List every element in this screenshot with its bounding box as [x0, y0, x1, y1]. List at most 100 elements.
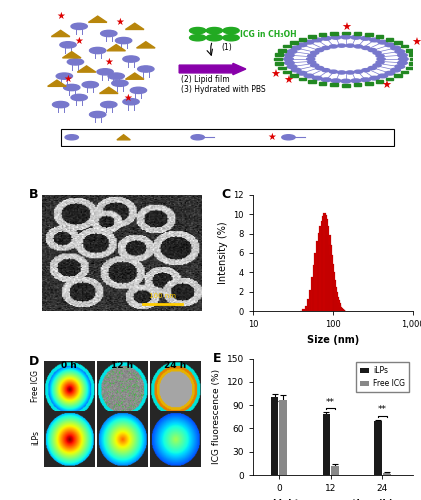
Circle shape	[315, 48, 324, 51]
Bar	[308, 35, 316, 38]
Bar	[409, 62, 416, 65]
Bar	[323, 213, 326, 311]
Circle shape	[64, 84, 80, 90]
Text: C: C	[221, 188, 230, 201]
Circle shape	[101, 102, 117, 107]
Circle shape	[373, 64, 381, 67]
Circle shape	[376, 54, 384, 58]
Polygon shape	[51, 30, 70, 36]
Bar	[283, 70, 291, 74]
Bar	[316, 242, 318, 311]
Circle shape	[97, 68, 113, 75]
Text: B: B	[29, 188, 39, 201]
Circle shape	[322, 78, 331, 82]
Circle shape	[206, 34, 223, 41]
Bar	[406, 66, 413, 70]
Bar	[290, 41, 298, 43]
X-axis label: Size (nm): Size (nm)	[306, 334, 359, 344]
Circle shape	[308, 54, 316, 58]
Polygon shape	[99, 87, 118, 94]
Circle shape	[341, 80, 351, 83]
Circle shape	[306, 58, 315, 60]
Bar	[386, 38, 393, 40]
Circle shape	[53, 102, 69, 107]
Text: ★: ★	[270, 70, 280, 80]
Polygon shape	[136, 42, 155, 48]
X-axis label: Light exposure time (h): Light exposure time (h)	[273, 498, 393, 500]
Circle shape	[322, 68, 330, 71]
Bar	[278, 66, 286, 70]
Bar	[394, 74, 402, 77]
Bar	[401, 70, 408, 74]
Bar	[342, 84, 349, 86]
Y-axis label: Intensity (%): Intensity (%)	[218, 222, 228, 284]
Polygon shape	[117, 134, 130, 140]
Bar	[341, 309, 344, 311]
Bar	[383, 473, 390, 475]
Bar	[322, 216, 325, 311]
Circle shape	[287, 50, 297, 54]
Bar	[343, 310, 345, 311]
Circle shape	[65, 134, 78, 140]
Circle shape	[385, 43, 395, 46]
Bar	[394, 41, 402, 43]
Circle shape	[322, 46, 330, 50]
Circle shape	[373, 51, 381, 54]
Circle shape	[304, 74, 314, 78]
Bar	[376, 80, 384, 83]
Bar	[341, 308, 343, 311]
Bar	[320, 221, 323, 311]
Text: **: **	[378, 406, 387, 414]
Circle shape	[351, 79, 361, 82]
Circle shape	[297, 72, 307, 75]
Circle shape	[368, 66, 376, 70]
Bar	[333, 280, 336, 311]
Circle shape	[315, 66, 324, 70]
Text: (3) Hydrated with PBS: (3) Hydrated with PBS	[181, 85, 266, 94]
Bar	[331, 264, 334, 311]
Circle shape	[71, 94, 87, 100]
Circle shape	[399, 57, 408, 61]
Bar	[342, 32, 349, 34]
Circle shape	[56, 73, 72, 80]
Circle shape	[138, 66, 154, 72]
Text: ICG in CH₃OH: ICG in CH₃OH	[240, 30, 297, 38]
Circle shape	[354, 70, 362, 73]
Bar	[354, 32, 361, 35]
Circle shape	[123, 98, 139, 105]
Circle shape	[362, 46, 370, 50]
Circle shape	[287, 64, 297, 68]
Circle shape	[191, 134, 204, 140]
Bar	[333, 272, 335, 311]
Circle shape	[351, 36, 361, 39]
Circle shape	[90, 112, 106, 117]
Text: 12 h: 12 h	[111, 361, 133, 370]
Circle shape	[331, 36, 341, 39]
Circle shape	[354, 45, 362, 48]
Bar	[319, 226, 322, 311]
Circle shape	[311, 64, 319, 67]
Polygon shape	[125, 73, 144, 79]
Bar	[386, 78, 393, 80]
Text: ★: ★	[64, 74, 72, 84]
Text: ★: ★	[382, 81, 392, 91]
Bar	[309, 290, 311, 311]
Circle shape	[338, 44, 346, 47]
Bar	[330, 84, 338, 86]
Bar	[283, 44, 291, 48]
Circle shape	[346, 71, 354, 74]
Circle shape	[285, 54, 294, 57]
Text: 100 nm: 100 nm	[149, 293, 176, 299]
Circle shape	[378, 74, 388, 78]
Circle shape	[329, 45, 338, 48]
Bar	[61, 129, 394, 146]
Text: ★: ★	[75, 36, 83, 46]
Bar	[338, 304, 341, 311]
Bar	[410, 58, 417, 60]
Circle shape	[291, 46, 301, 50]
Bar	[326, 219, 328, 311]
Circle shape	[130, 87, 147, 94]
Circle shape	[189, 34, 206, 41]
Bar	[340, 307, 342, 311]
Circle shape	[395, 50, 405, 54]
